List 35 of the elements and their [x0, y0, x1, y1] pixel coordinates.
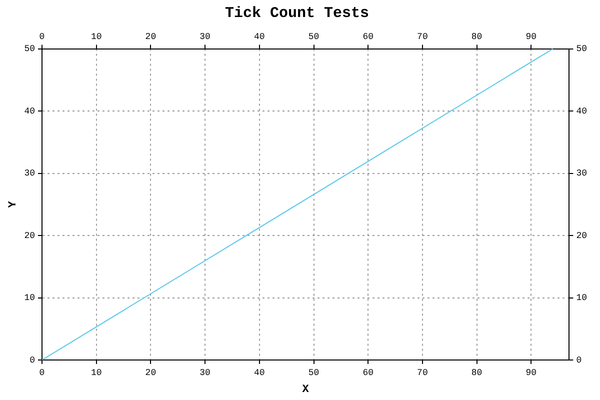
x-tick-label: 70	[417, 32, 428, 42]
y-tick-label: 10	[24, 293, 35, 304]
y2-tick-label: 10	[576, 293, 588, 304]
y-tick-label: 40	[24, 106, 35, 116]
x2-tick-label: 50	[308, 368, 320, 378]
x2-tick-label: 20	[145, 368, 156, 378]
y2-tick-label: 40	[576, 106, 588, 116]
x-tick-label: 30	[200, 32, 210, 42]
x-axis-title: X	[302, 384, 310, 396]
y2-tick-label: 50	[576, 44, 588, 54]
y-tick-label: 20	[24, 230, 35, 241]
x2-tick-label: 10	[90, 368, 102, 378]
x-tick-label: 80	[471, 32, 482, 42]
y2-tick-label: 30	[576, 168, 588, 179]
y-tick-label: 30	[24, 168, 35, 179]
y2-tick-label: 20	[576, 230, 588, 241]
x2-tick-label: 30	[200, 368, 210, 378]
x-tick-label: 90	[526, 32, 537, 42]
y2-tick-label: 0	[576, 355, 582, 366]
y-tick-label: 0	[30, 355, 35, 366]
x-tick-label: 40	[254, 32, 265, 42]
y-axis-title: Y	[7, 200, 20, 208]
x2-tick-label: 60	[362, 368, 374, 378]
x-tick-label: 20	[145, 32, 156, 42]
y-tick-label: 50	[24, 44, 35, 54]
chart-title: Tick Count Tests	[224, 4, 370, 22]
x2-tick-label: 70	[417, 368, 428, 378]
x-tick-label: 10	[90, 32, 102, 42]
x-tick-label: 50	[308, 32, 320, 42]
x2-tick-label: 80	[471, 368, 482, 378]
x2-tick-label: 40	[254, 368, 265, 378]
x2-tick-label: 90	[526, 368, 537, 378]
x2-tick-label: 0	[39, 368, 45, 378]
x-tick-label: 0	[39, 32, 45, 42]
x-tick-label: 60	[362, 32, 374, 42]
